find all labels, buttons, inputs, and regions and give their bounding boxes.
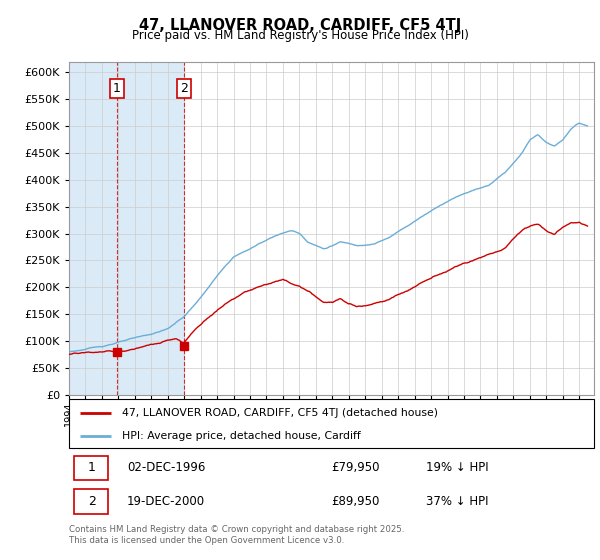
Text: £89,950: £89,950 [331, 495, 380, 508]
Bar [69, 62, 117, 395]
Text: £79,950: £79,950 [331, 461, 380, 474]
Text: 19-DEC-2000: 19-DEC-2000 [127, 495, 205, 508]
Text: HPI: Average price, detached house, Cardiff: HPI: Average price, detached house, Card… [121, 431, 360, 441]
FancyBboxPatch shape [74, 456, 109, 480]
Text: 1: 1 [88, 461, 95, 474]
Text: 37% ↓ HPI: 37% ↓ HPI [426, 495, 488, 508]
Bar [117, 62, 184, 395]
FancyBboxPatch shape [69, 399, 594, 448]
FancyBboxPatch shape [74, 489, 109, 514]
Text: 2: 2 [180, 82, 188, 95]
Text: 02-DEC-1996: 02-DEC-1996 [127, 461, 205, 474]
Text: 1: 1 [113, 82, 121, 95]
Text: 47, LLANOVER ROAD, CARDIFF, CF5 4TJ (detached house): 47, LLANOVER ROAD, CARDIFF, CF5 4TJ (det… [121, 408, 437, 418]
Text: 47, LLANOVER ROAD, CARDIFF, CF5 4TJ: 47, LLANOVER ROAD, CARDIFF, CF5 4TJ [139, 18, 461, 33]
Text: 19% ↓ HPI: 19% ↓ HPI [426, 461, 488, 474]
Text: Contains HM Land Registry data © Crown copyright and database right 2025.
This d: Contains HM Land Registry data © Crown c… [69, 525, 404, 545]
Text: 2: 2 [88, 495, 95, 508]
Text: Price paid vs. HM Land Registry's House Price Index (HPI): Price paid vs. HM Land Registry's House … [131, 29, 469, 42]
